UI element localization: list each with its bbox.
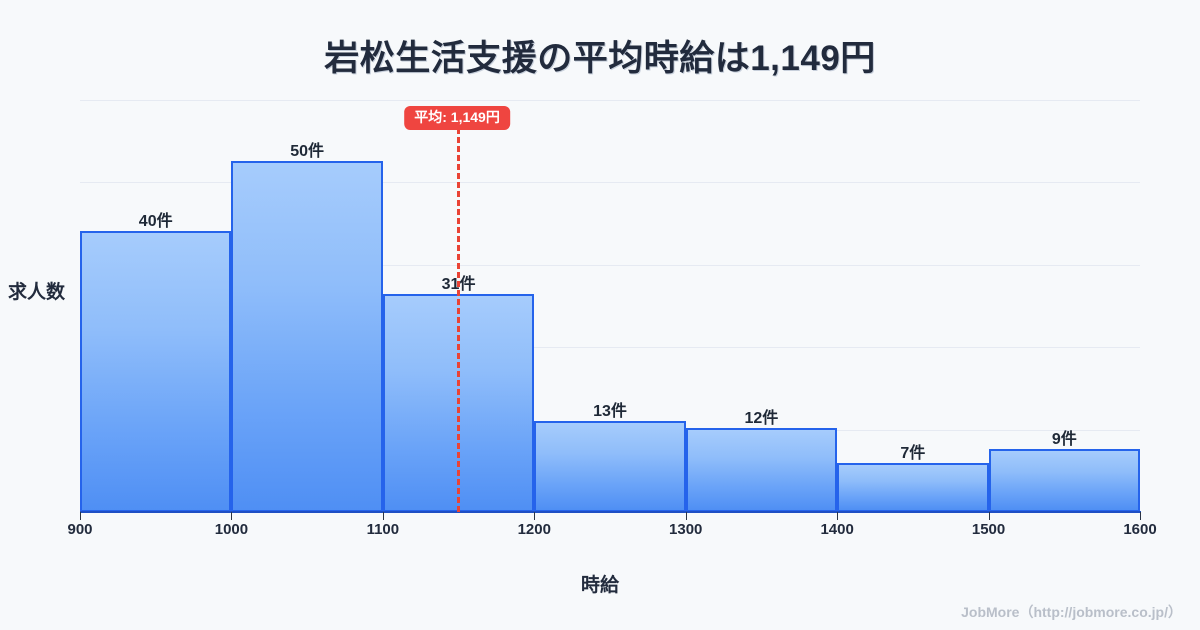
x-axis-tick (231, 512, 233, 520)
bar-value-label: 12件 (744, 409, 779, 427)
bar[interactable] (80, 231, 232, 512)
x-axis-tick (1140, 512, 1141, 520)
bar-value-label: 9件 (1051, 430, 1077, 448)
x-axis-tick-label: 1100 (366, 521, 400, 538)
bar-value-label: 13件 (593, 402, 627, 420)
bar-value-label: 7件 (900, 444, 926, 462)
x-axis-tick-label: 1500 (971, 521, 1006, 538)
bar-value-label: 40件 (138, 213, 173, 231)
x-axis-tick-label: 1200 (517, 521, 551, 538)
x-axis-tick-label: 1400 (820, 521, 854, 538)
x-axis-title: 時給 (580, 575, 619, 596)
x-axis-tick-label: 900 (67, 521, 93, 538)
average-badge: 平均: 1,149円 (404, 106, 510, 131)
x-axis-tick (534, 512, 536, 520)
bar[interactable] (837, 462, 989, 512)
footer-credit: JobMore（http://jobmore.co.jp/） (961, 604, 1182, 620)
x-axis-tick (80, 512, 81, 520)
y-axis-title: 求人数 (8, 282, 66, 303)
x-axis-tick-label: 1000 (214, 521, 249, 538)
x-axis-tick (988, 512, 990, 520)
x-axis-tick-label: 1600 (1123, 521, 1157, 538)
chart-title: 岩松生活支援の平均時給は1,149円 (324, 39, 876, 78)
x-axis-tick (685, 512, 687, 520)
x-axis-tick-label: 1300 (669, 521, 703, 538)
bar-value-label: 50件 (290, 143, 325, 161)
bar[interactable] (231, 161, 383, 512)
bar-series: 40件 50件 31件 13件 12件 7件 9件 (80, 100, 1140, 512)
bar[interactable] (534, 420, 686, 512)
x-axis-tick (837, 512, 839, 520)
plot-area: 40件 50件 31件 13件 12件 7件 9件 (80, 100, 1140, 512)
bar[interactable] (988, 448, 1140, 512)
bar[interactable] (685, 427, 838, 512)
x-axis-line (80, 511, 1141, 513)
average-line (457, 128, 461, 512)
x-axis-tick (382, 512, 384, 520)
